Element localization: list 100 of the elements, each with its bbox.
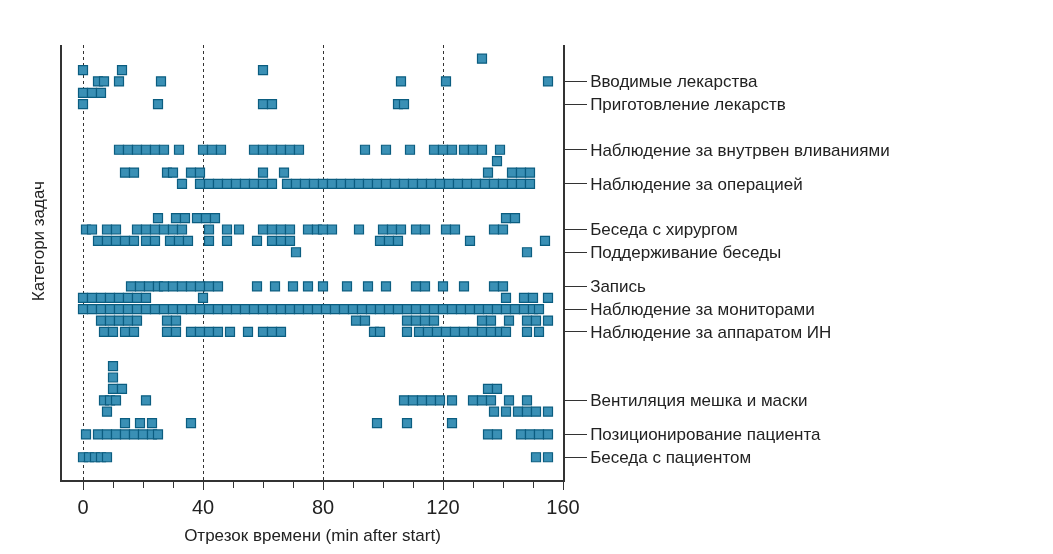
point xyxy=(140,395,152,406)
point xyxy=(80,429,92,440)
point xyxy=(437,281,449,292)
point xyxy=(521,315,533,326)
point xyxy=(533,326,545,338)
point xyxy=(77,99,89,110)
point xyxy=(221,224,233,235)
point xyxy=(152,429,164,440)
point xyxy=(542,76,554,87)
point xyxy=(497,224,509,235)
point xyxy=(524,167,536,178)
point xyxy=(161,315,173,326)
point xyxy=(266,178,278,190)
point xyxy=(140,224,152,235)
point xyxy=(371,417,383,429)
point xyxy=(137,429,149,440)
point xyxy=(176,178,188,190)
point xyxy=(194,281,206,292)
point xyxy=(128,167,140,178)
point xyxy=(128,326,140,338)
point xyxy=(410,315,422,326)
point xyxy=(521,395,533,406)
point xyxy=(395,224,407,235)
y-tick-label: Вентиляция мешка и маски xyxy=(590,391,808,411)
point xyxy=(110,395,122,406)
point xyxy=(266,224,278,235)
point xyxy=(119,167,131,178)
point xyxy=(317,281,329,292)
point xyxy=(128,235,140,246)
point xyxy=(419,224,431,235)
point xyxy=(251,235,263,246)
x-tick-label: 160 xyxy=(546,495,580,518)
point xyxy=(284,235,296,246)
y-tick-label: Поддерживание беседы xyxy=(590,243,782,263)
point xyxy=(500,406,512,417)
point xyxy=(401,326,413,338)
point xyxy=(521,247,533,258)
point xyxy=(533,429,545,440)
point xyxy=(224,326,236,338)
x-axis-title: Отрезок времени (min after start) xyxy=(184,525,441,545)
point xyxy=(167,167,179,178)
point xyxy=(113,76,125,87)
point xyxy=(359,315,371,326)
point xyxy=(503,315,515,326)
point xyxy=(185,167,197,178)
point xyxy=(110,224,122,235)
point xyxy=(449,224,461,235)
y-tick-label: Беседа с хирургом xyxy=(590,220,738,240)
point xyxy=(503,395,515,406)
point xyxy=(77,64,89,76)
point xyxy=(542,292,554,303)
y-tick-label: Наблюдение за операцией xyxy=(590,174,803,194)
point xyxy=(446,395,458,406)
point xyxy=(101,452,113,463)
point xyxy=(464,235,476,246)
x-tick-label: 0 xyxy=(77,495,89,518)
point xyxy=(158,224,170,235)
point xyxy=(170,326,182,338)
point xyxy=(101,224,113,235)
point xyxy=(158,281,170,292)
point xyxy=(419,315,431,326)
point xyxy=(515,429,527,440)
point xyxy=(131,315,143,326)
point xyxy=(440,76,452,87)
point xyxy=(524,178,536,190)
y-tick-label: Запись xyxy=(590,277,647,297)
point xyxy=(167,224,179,235)
point xyxy=(131,224,143,235)
point xyxy=(524,429,536,440)
point xyxy=(530,452,542,463)
point xyxy=(488,406,500,417)
point xyxy=(497,281,509,292)
point xyxy=(542,452,554,463)
point xyxy=(176,281,188,292)
point xyxy=(152,99,164,110)
point xyxy=(326,224,338,235)
point xyxy=(410,224,422,235)
point xyxy=(209,212,221,224)
point xyxy=(446,417,458,429)
point xyxy=(173,144,185,155)
point xyxy=(98,76,110,87)
point xyxy=(458,281,470,292)
point xyxy=(104,315,116,326)
point xyxy=(182,235,194,246)
point xyxy=(116,64,128,76)
point xyxy=(203,224,215,235)
y-tick-label: Наблюдение за внутрвен вливаниями xyxy=(590,140,890,160)
point xyxy=(521,326,533,338)
point xyxy=(485,395,497,406)
point xyxy=(212,326,224,338)
point xyxy=(215,144,227,155)
point xyxy=(155,76,167,87)
point xyxy=(212,281,224,292)
point xyxy=(488,281,500,292)
point xyxy=(476,315,488,326)
x-tick-label: 80 xyxy=(311,495,335,518)
point xyxy=(359,144,371,155)
point xyxy=(290,247,302,258)
point xyxy=(284,224,296,235)
point xyxy=(269,281,281,292)
